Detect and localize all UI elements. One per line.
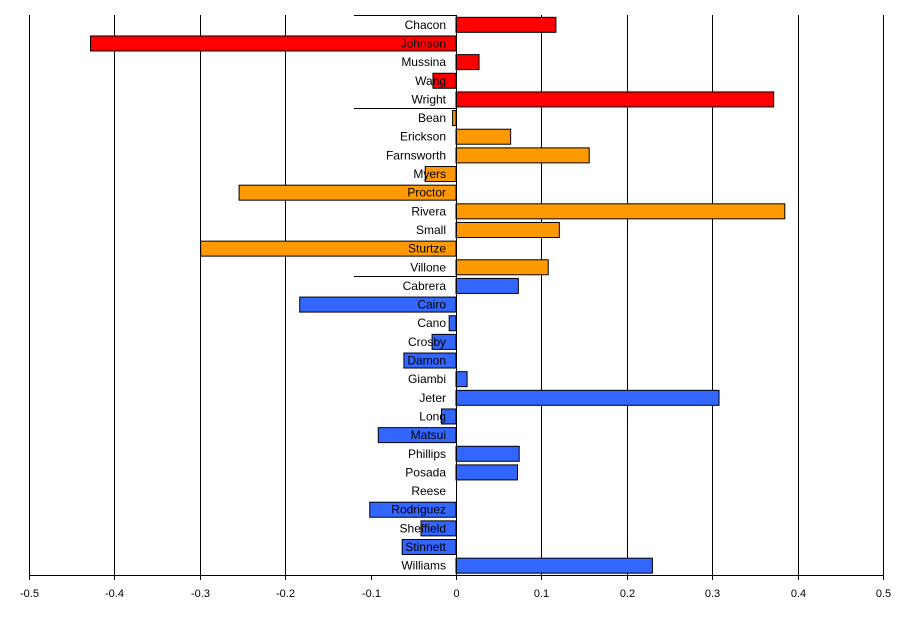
category-label: Bean [418, 111, 446, 125]
x-tick-label: -0.2 [276, 588, 295, 600]
category-label: Sturtze [408, 242, 446, 256]
category-label: Rivera [411, 204, 446, 218]
category-label: Sheffield [400, 521, 446, 535]
bar-rivera [455, 203, 786, 220]
x-tick-label: -0.3 [191, 588, 210, 600]
category-label: Jeter [419, 391, 446, 405]
bar-williams [455, 557, 653, 574]
bar-jeter [455, 389, 720, 406]
category-label: Farnsworth [386, 148, 446, 162]
bar-villone [455, 259, 549, 276]
bar-giambi [455, 371, 468, 388]
bar-small [455, 221, 560, 238]
category-label: Johnson [401, 36, 446, 50]
category-label: Wang [415, 74, 446, 88]
bar-posada [455, 464, 518, 481]
bar-cabrera [455, 277, 519, 294]
category-label: Crosby [408, 335, 446, 349]
category-label: Erickson [400, 130, 446, 144]
category-label: Phillips [408, 447, 446, 461]
bar-farnsworth [455, 147, 590, 164]
category-label: Proctor [407, 186, 446, 200]
bars [89, 16, 786, 574]
bar-erickson [455, 128, 512, 145]
category-label: Cabrera [403, 279, 447, 293]
category-label: Cano [417, 316, 446, 330]
category-label: Giambi [408, 372, 446, 386]
bar-cano [448, 315, 457, 332]
x-tick-label: 0.4 [791, 588, 806, 600]
x-axis: -0.5 -0.4 -0.3 -0.2 -0.1 0 0.1 0.2 0.3 0.4 0.5 [20, 15, 891, 600]
category-label: Myers [413, 167, 446, 181]
x-tick-label: 0.5 [876, 588, 891, 600]
x-tick-label: -0.1 [362, 588, 381, 600]
category-label: Damon [407, 354, 446, 368]
category-label: Matsui [411, 428, 446, 442]
category-label: Mussina [401, 55, 446, 69]
x-tick-label: -0.4 [105, 588, 124, 600]
bar-mussina [455, 54, 480, 71]
x-tick-label: 0.1 [534, 588, 549, 600]
category-label: Villone [410, 260, 446, 274]
category-labels: Chacon Johnson Mussina Wang Wright Bean Ericks… [386, 18, 447, 573]
bar-wright [455, 91, 775, 108]
category-label: Small [416, 223, 446, 237]
category-label: Chacon [405, 18, 446, 32]
category-label: Reese [411, 484, 446, 498]
category-label: Rodriguez [391, 503, 446, 517]
category-label: Stinnett [405, 540, 446, 554]
bar-bean [452, 110, 457, 127]
bar-phillips [455, 445, 520, 462]
category-label: Wright [412, 92, 447, 106]
bar-chacon [455, 16, 557, 33]
x-tick-label: -0.5 [20, 588, 39, 600]
x-tick-label: 0.2 [620, 588, 635, 600]
category-label: Long [419, 409, 446, 423]
x-tick-label: 0.3 [705, 588, 720, 600]
category-label: Williams [401, 559, 446, 573]
category-label: Posada [405, 465, 446, 479]
category-label: Cairo [417, 298, 446, 312]
x-tick-label: 0 [453, 588, 459, 600]
